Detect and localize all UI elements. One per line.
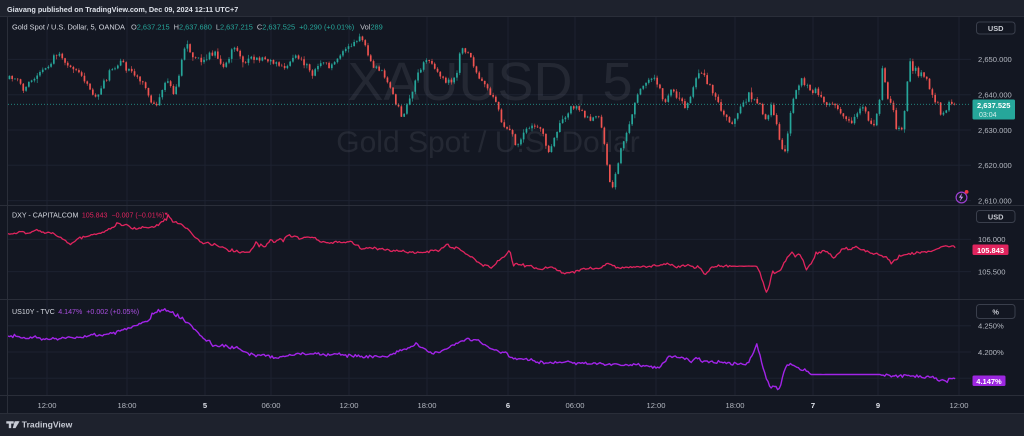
svg-text:06:00: 06:00: [261, 401, 280, 410]
svg-text:12:00: 12:00: [37, 401, 56, 410]
svg-text:5: 5: [203, 401, 208, 410]
svg-text:18:00: 18:00: [417, 401, 436, 410]
svg-text:2,620.000: 2,620.000: [978, 161, 1012, 170]
svg-text:12:00: 12:00: [646, 401, 665, 410]
svg-text:TradingView: TradingView: [22, 420, 73, 430]
svg-text:106.000: 106.000: [978, 235, 1005, 244]
svg-text:2,610.000: 2,610.000: [978, 196, 1012, 205]
svg-text:2,637.525: 2,637.525: [977, 101, 1010, 110]
svg-text:18:00: 18:00: [725, 401, 744, 410]
svg-text:12:00: 12:00: [339, 401, 358, 410]
svg-text:USD: USD: [988, 24, 1004, 33]
svg-text:6: 6: [506, 401, 510, 410]
svg-text:%: %: [992, 308, 999, 317]
svg-text:03:04: 03:04: [979, 112, 997, 119]
svg-text:Gold Spot / U.S. Dollar: Gold Spot / U.S. Dollar: [336, 126, 639, 159]
svg-text:4.250%: 4.250%: [978, 322, 1004, 331]
svg-text:18:00: 18:00: [117, 401, 136, 410]
svg-text:105.500: 105.500: [978, 267, 1005, 276]
svg-text:12:00: 12:00: [949, 401, 968, 410]
svg-text:Giavang published on TradingVi: Giavang published on TradingView.com, De…: [7, 5, 238, 14]
svg-text:2,640.000: 2,640.000: [978, 91, 1012, 100]
svg-text:Gold Spot / U.S. Dollar, 5, OA: Gold Spot / U.S. Dollar, 5, OANDA O2,637.…: [12, 23, 383, 32]
svg-text:USD: USD: [988, 213, 1004, 222]
svg-text:XAUUSD, 5: XAUUSD, 5: [347, 52, 632, 112]
svg-text:2,630.000: 2,630.000: [978, 126, 1012, 135]
svg-text:4.200%: 4.200%: [978, 348, 1004, 357]
svg-text:4.147%: 4.147%: [976, 377, 1002, 386]
svg-text:9: 9: [876, 401, 880, 410]
svg-text:06:00: 06:00: [565, 401, 584, 410]
svg-text:7: 7: [811, 401, 815, 410]
svg-text:2,650.000: 2,650.000: [978, 55, 1012, 64]
svg-text:105.843: 105.843: [977, 246, 1004, 255]
